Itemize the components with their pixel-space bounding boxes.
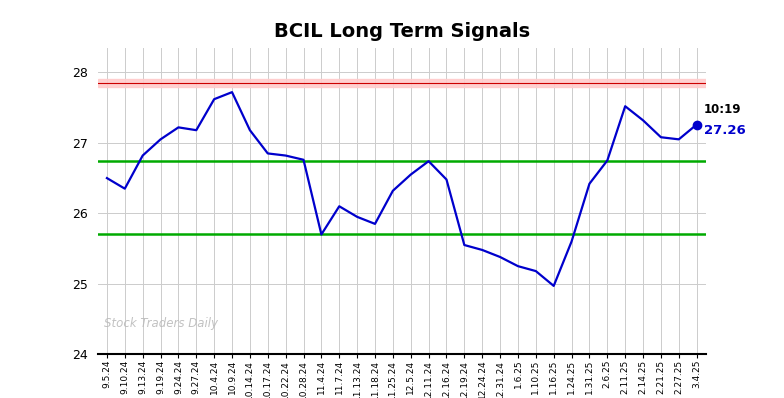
Text: 10:19: 10:19 bbox=[704, 103, 742, 115]
Text: 27.26: 27.26 bbox=[704, 124, 746, 137]
Bar bbox=[98, 79, 706, 87]
Title: BCIL Long Term Signals: BCIL Long Term Signals bbox=[274, 21, 530, 41]
Text: Stock Traders Daily: Stock Traders Daily bbox=[104, 317, 218, 330]
